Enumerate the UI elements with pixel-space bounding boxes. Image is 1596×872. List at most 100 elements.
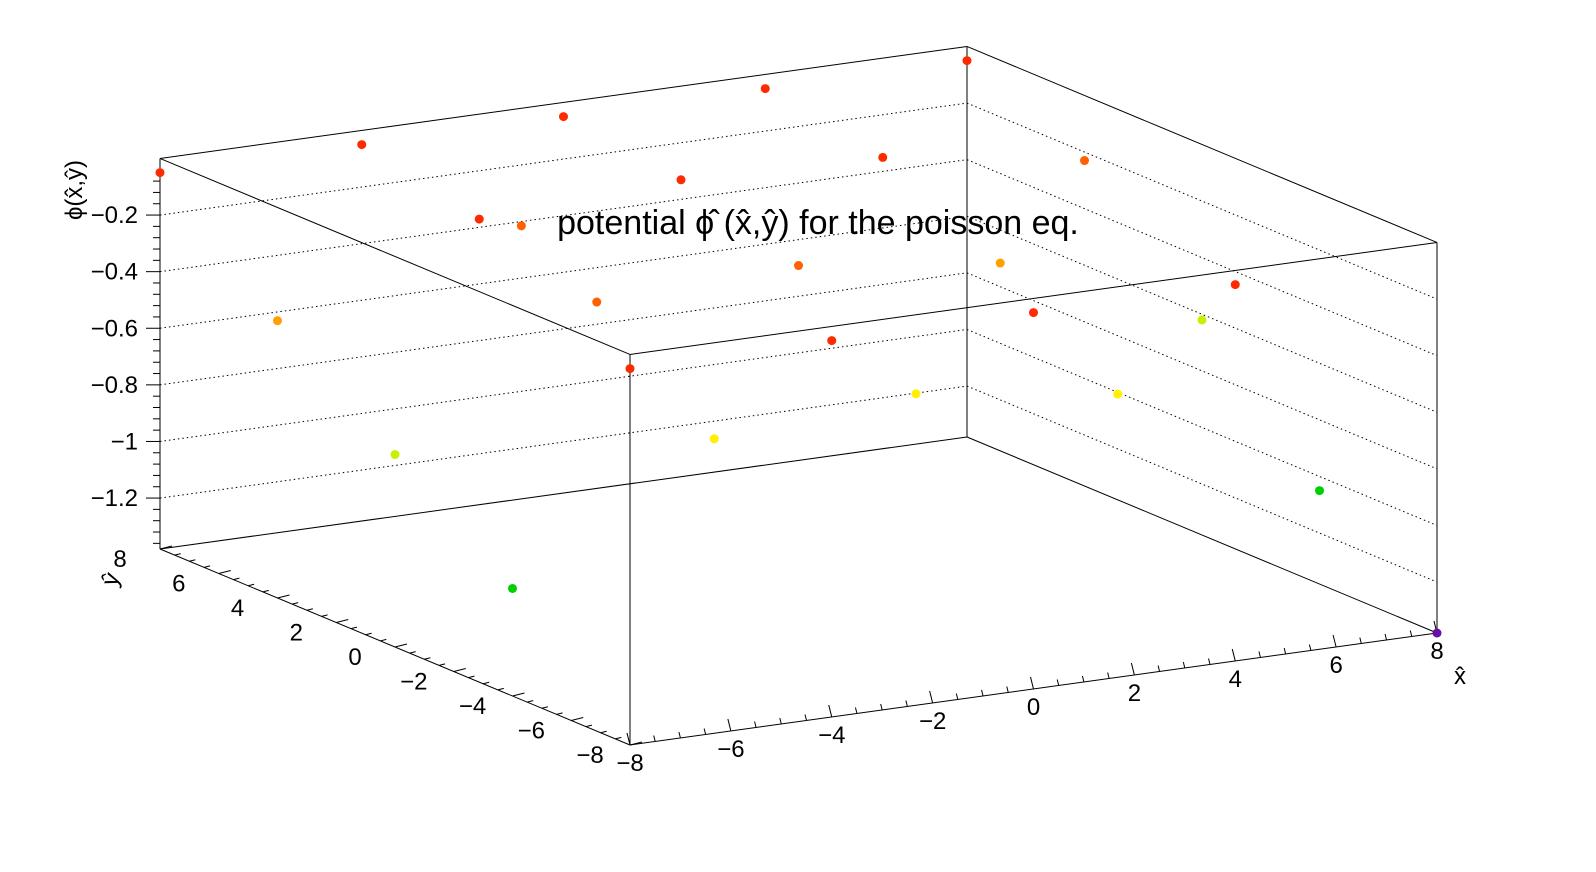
y-tick-label: 4: [231, 595, 244, 622]
data-point: [1029, 308, 1038, 318]
y-tick: [159, 545, 173, 550]
y-tick: [248, 583, 255, 587]
x-tick: [653, 735, 656, 742]
data-point: [1080, 156, 1089, 166]
y-tick: [350, 626, 358, 630]
y-tick: [336, 619, 349, 623]
z-grid-line: [966, 272, 1438, 470]
data-point: [357, 140, 367, 150]
data-point: [709, 434, 719, 444]
x-tick: [1030, 676, 1034, 690]
y-tick: [615, 736, 622, 740]
x-tick-label: −6: [717, 736, 744, 763]
x-tick: [626, 732, 631, 746]
x-tick-label: −4: [818, 722, 845, 749]
data-point: [827, 336, 837, 346]
data-point: [1230, 280, 1240, 290]
y-tick: [292, 602, 299, 605]
y-tick: [497, 687, 504, 691]
data-point: [794, 261, 803, 271]
x-tick: [678, 731, 681, 739]
data-point: [911, 389, 921, 399]
y-tick: [203, 565, 211, 568]
y-tick: [424, 657, 431, 660]
data-points: [155, 56, 1442, 638]
x-tick: [804, 714, 808, 721]
z-grid-line: [966, 328, 1438, 526]
x-tick: [1081, 675, 1085, 683]
z-grid-line: [966, 102, 1438, 300]
x-tick: [1384, 633, 1388, 641]
x-axis-title: x̂: [1454, 663, 1466, 690]
y-tick: [438, 663, 446, 666]
y-tick-label: −4: [459, 693, 486, 720]
frame-edge: [629, 241, 1438, 355]
frame-edge: [159, 157, 631, 355]
y-tick: [306, 608, 313, 611]
x-tick: [1283, 647, 1287, 655]
z-grid-line: [159, 159, 968, 273]
y-tick: [453, 668, 466, 672]
x-tick: [1208, 658, 1211, 665]
data-point: [760, 84, 770, 94]
y-tick: [571, 717, 584, 721]
axis-ticks: −0.2 −0.4 −0.6 −0.8 −1 −1.2 −8 −6 −4 −2 0 2 4 6 8 −8 −6 −…: [91, 180, 1444, 777]
z-tick-label: −0.8: [91, 372, 138, 399]
chart-title: potential ϕ̂ (x̂,ŷ) for the poisson eq.: [557, 204, 1079, 242]
x-tick-label: 4: [1229, 666, 1242, 693]
y-tick-label: 2: [290, 620, 303, 647]
data-point: [962, 56, 972, 66]
z-grid-line: [159, 272, 968, 386]
z-grid-line: [159, 328, 968, 442]
x-tick-label: 0: [1027, 694, 1040, 721]
z-grid-line: [159, 215, 968, 329]
x-tick: [1157, 665, 1161, 672]
y-tick: [233, 577, 240, 581]
x-tick-label: −8: [616, 750, 643, 777]
z-tick-label: −0.4: [91, 259, 138, 286]
z-tick-label: −1: [111, 428, 138, 455]
x-tick-label: 6: [1329, 652, 1342, 679]
z-grid-line: [159, 102, 968, 216]
x-tick: [1231, 648, 1236, 662]
x-tick: [779, 717, 782, 725]
data-point: [1432, 628, 1442, 638]
x-tick: [929, 690, 934, 704]
x-tick: [1182, 661, 1186, 669]
data-point: [516, 221, 526, 231]
x-tick: [1056, 679, 1060, 686]
frame-edge: [966, 45, 1438, 243]
x-tick: [754, 721, 757, 728]
x-tick: [1409, 630, 1413, 637]
y-tick: [218, 570, 231, 574]
y-tick-label: −6: [518, 718, 545, 745]
y-tick: [380, 638, 387, 642]
y-tick: [174, 553, 181, 556]
x-tick: [905, 700, 908, 707]
x-tick: [1107, 672, 1110, 679]
y-tick-label: −8: [576, 742, 603, 769]
x-tick: [1359, 637, 1362, 644]
y-tick: [541, 706, 548, 709]
y-tick: [321, 614, 328, 617]
z-axis-title: ϕ(x̂,ŷ): [61, 160, 88, 220]
y-tick: [277, 594, 290, 599]
z-tick-label: −0.2: [91, 202, 138, 229]
z-grid-line: [159, 385, 968, 499]
plot-frame: [159, 45, 1438, 746]
data-point: [273, 316, 282, 326]
x-tick: [854, 707, 858, 714]
data-point: [1197, 315, 1207, 325]
x-tick: [828, 704, 833, 718]
y-tick: [262, 589, 269, 593]
z-tick-label: −1.2: [91, 485, 138, 512]
grid-lines: [159, 102, 1438, 583]
x-tick: [1332, 634, 1337, 648]
frame-edge: [159, 45, 968, 159]
x-tick: [1258, 651, 1261, 658]
y-tick-label: 6: [172, 571, 185, 598]
z-grid-line: [966, 215, 1438, 413]
data-point: [625, 364, 635, 374]
data-point: [995, 258, 1005, 268]
